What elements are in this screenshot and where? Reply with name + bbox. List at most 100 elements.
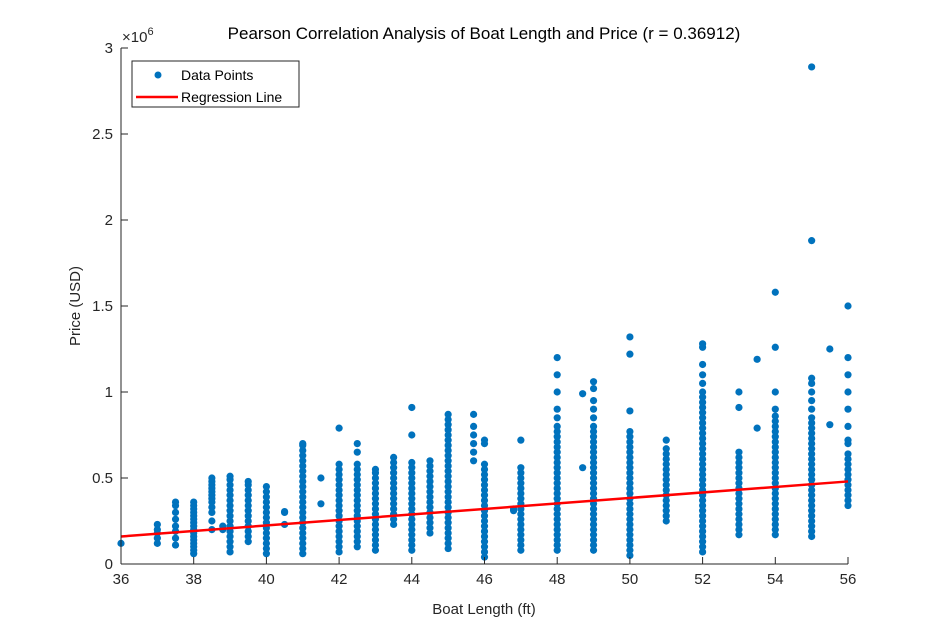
data-point (480, 501, 489, 510)
data-point (662, 445, 670, 453)
data-point (844, 302, 852, 310)
data-point (626, 427, 634, 436)
data-point (771, 495, 779, 503)
data-point (299, 493, 307, 501)
data-point (480, 527, 489, 535)
data-point (626, 505, 634, 513)
data-point (626, 438, 634, 446)
data-point (589, 541, 598, 549)
data-point (426, 483, 434, 491)
data-point (626, 443, 634, 451)
data-point (262, 529, 270, 537)
data-point (844, 496, 852, 504)
data-point (480, 491, 489, 499)
data-point (444, 513, 452, 522)
data-point (844, 405, 852, 413)
data-point (589, 448, 598, 456)
data-point (735, 500, 743, 508)
data-point (735, 510, 743, 518)
data-point (771, 469, 779, 477)
data-point (844, 450, 852, 458)
x-tick-label: 36 (113, 571, 130, 588)
data-point (771, 453, 779, 461)
data-point (480, 522, 489, 530)
data-point (335, 491, 343, 499)
data-point (626, 464, 634, 472)
data-point (335, 507, 343, 515)
data-point (589, 397, 598, 405)
data-point (480, 512, 489, 520)
data-point (426, 498, 434, 506)
data-point (553, 438, 561, 446)
data-point (589, 384, 598, 393)
data-point (626, 433, 634, 441)
data-point (353, 486, 361, 494)
data-point (699, 445, 707, 453)
data-point (553, 458, 561, 467)
data-point (699, 465, 707, 473)
data-point (353, 543, 361, 551)
data-point (735, 474, 743, 482)
data-point (771, 448, 779, 456)
data-point (589, 453, 598, 461)
data-point (469, 431, 478, 439)
data-point (299, 483, 307, 491)
data-point (480, 465, 489, 473)
data-point (299, 457, 307, 465)
data-point (626, 458, 634, 467)
data-point (626, 526, 634, 534)
data-point (353, 496, 361, 504)
data-point (699, 440, 707, 448)
data-point (844, 481, 852, 489)
data-point (480, 460, 489, 468)
data-point (589, 536, 598, 544)
data-point (444, 524, 452, 532)
data-point (844, 371, 852, 379)
data-point (626, 520, 634, 529)
data-point (353, 501, 361, 510)
data-point (244, 486, 252, 494)
y-tick-label: 0.5 (92, 470, 113, 487)
data-point (626, 333, 634, 341)
data-point (517, 464, 525, 472)
legend: Data Points Regression Line (131, 60, 300, 108)
y-tick-label: 1.5 (92, 298, 113, 315)
data-point (553, 453, 561, 461)
data-point (444, 441, 452, 449)
data-point (517, 510, 525, 518)
data-point (335, 465, 343, 473)
data-point (808, 397, 816, 405)
y-exponent-power: 6 (147, 26, 153, 38)
data-point (371, 495, 380, 503)
data-point (771, 388, 779, 396)
data-point (808, 460, 816, 468)
data-point (771, 438, 779, 446)
data-point (299, 508, 307, 516)
y-tick-label: 0 (105, 556, 113, 573)
data-point (808, 63, 816, 71)
data-point (753, 424, 761, 432)
data-point (335, 527, 343, 535)
data-point (699, 512, 707, 520)
data-point (335, 512, 343, 520)
data-point (390, 458, 398, 467)
data-point (771, 412, 779, 420)
data-point (808, 522, 816, 530)
data-point (808, 486, 816, 494)
y-tick-label: 1 (105, 384, 113, 401)
data-point (353, 522, 361, 530)
data-point (335, 424, 343, 432)
data-points-layer (117, 63, 852, 561)
data-point (353, 491, 361, 499)
data-point (699, 481, 707, 489)
data-point (626, 453, 634, 461)
data-point (844, 491, 852, 499)
data-point (699, 501, 707, 510)
data-point (353, 465, 361, 473)
data-point (444, 503, 452, 511)
data-point (553, 505, 561, 513)
data-point (299, 529, 307, 537)
data-point (262, 483, 270, 491)
data-point (335, 548, 343, 556)
legend-box (131, 60, 300, 108)
